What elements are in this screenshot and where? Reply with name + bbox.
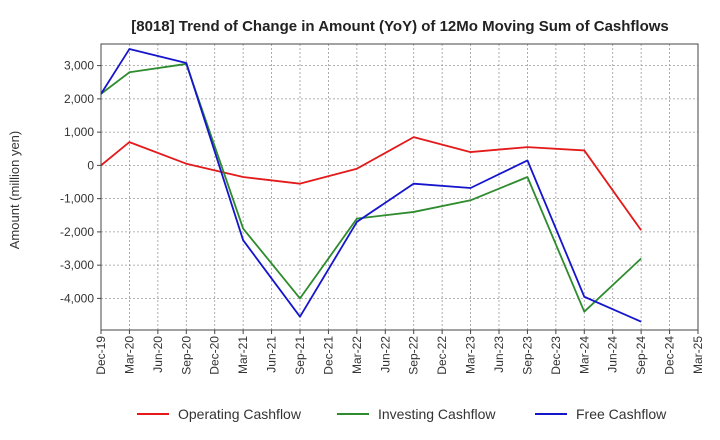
y-tick-label: 0: [87, 158, 94, 172]
series-line-investing-cashflow: [100, 63, 642, 313]
x-tick-label: Sep-22: [407, 336, 421, 375]
legend-label-investing-cashflow: Investing Cashflow: [378, 406, 496, 422]
series-line-operating-cashflow: [100, 136, 642, 231]
x-tick-label: Sep-21: [293, 336, 307, 375]
x-tick-label: Mar-20: [122, 336, 136, 374]
grid: [101, 44, 698, 330]
y-tick-label: 1,000: [64, 125, 94, 139]
x-tick-label: Sep-23: [520, 336, 534, 375]
x-axis-ticks: Dec-19 Mar-20 Jun-20 Sep-20 Dec-20 Mar-21 Jun-…: [94, 330, 705, 375]
x-tick-label: Dec-24: [663, 336, 677, 375]
legend-label-free-cashflow: Free Cashflow: [576, 406, 667, 422]
y-tick-label: -4,000: [60, 291, 94, 305]
chart-title: [8018] Trend of Change in Amount (YoY) o…: [131, 18, 669, 35]
y-axis-ticks: 3,000 2,000 1,000 0 -1,000 -2,000 -3,000 -4,000: [60, 59, 101, 305]
x-tick-label: Mar-22: [350, 336, 364, 374]
x-tick-label: Dec-19: [94, 336, 108, 375]
series-line-free-cashflow: [100, 48, 642, 323]
x-tick-label: Mar-23: [464, 336, 478, 374]
y-tick-label: 3,000: [64, 59, 94, 73]
y-tick-label: -1,000: [60, 192, 94, 206]
legend: Operating Cashflow Investing Cashflow Free…: [137, 406, 667, 422]
x-tick-label: Jun-23: [492, 336, 506, 373]
x-tick-label: Sep-20: [179, 336, 193, 375]
x-tick-label: Dec-20: [208, 336, 222, 375]
x-tick-label: Jun-21: [265, 336, 279, 373]
x-tick-label: Dec-21: [321, 336, 335, 375]
x-tick-label: Sep-24: [634, 336, 648, 375]
plot-area: [100, 43, 699, 331]
x-tick-label: Jun-20: [151, 336, 165, 373]
x-tick-label: Mar-21: [236, 336, 250, 374]
y-tick-label: 2,000: [64, 92, 94, 106]
x-tick-label: Dec-22: [435, 336, 449, 375]
legend-label-operating-cashflow: Operating Cashflow: [178, 406, 302, 422]
x-tick-label: Jun-22: [378, 336, 392, 373]
y-axis-label: Amount (million yen): [7, 131, 22, 250]
x-tick-label: Mar-25: [691, 336, 705, 374]
y-tick-label: -3,000: [60, 258, 94, 272]
series-lines: [100, 48, 642, 323]
x-tick-label: Dec-23: [549, 336, 563, 375]
x-tick-label: Mar-24: [577, 336, 591, 374]
y-tick-label: -2,000: [60, 225, 94, 239]
x-tick-label: Jun-24: [606, 336, 620, 373]
